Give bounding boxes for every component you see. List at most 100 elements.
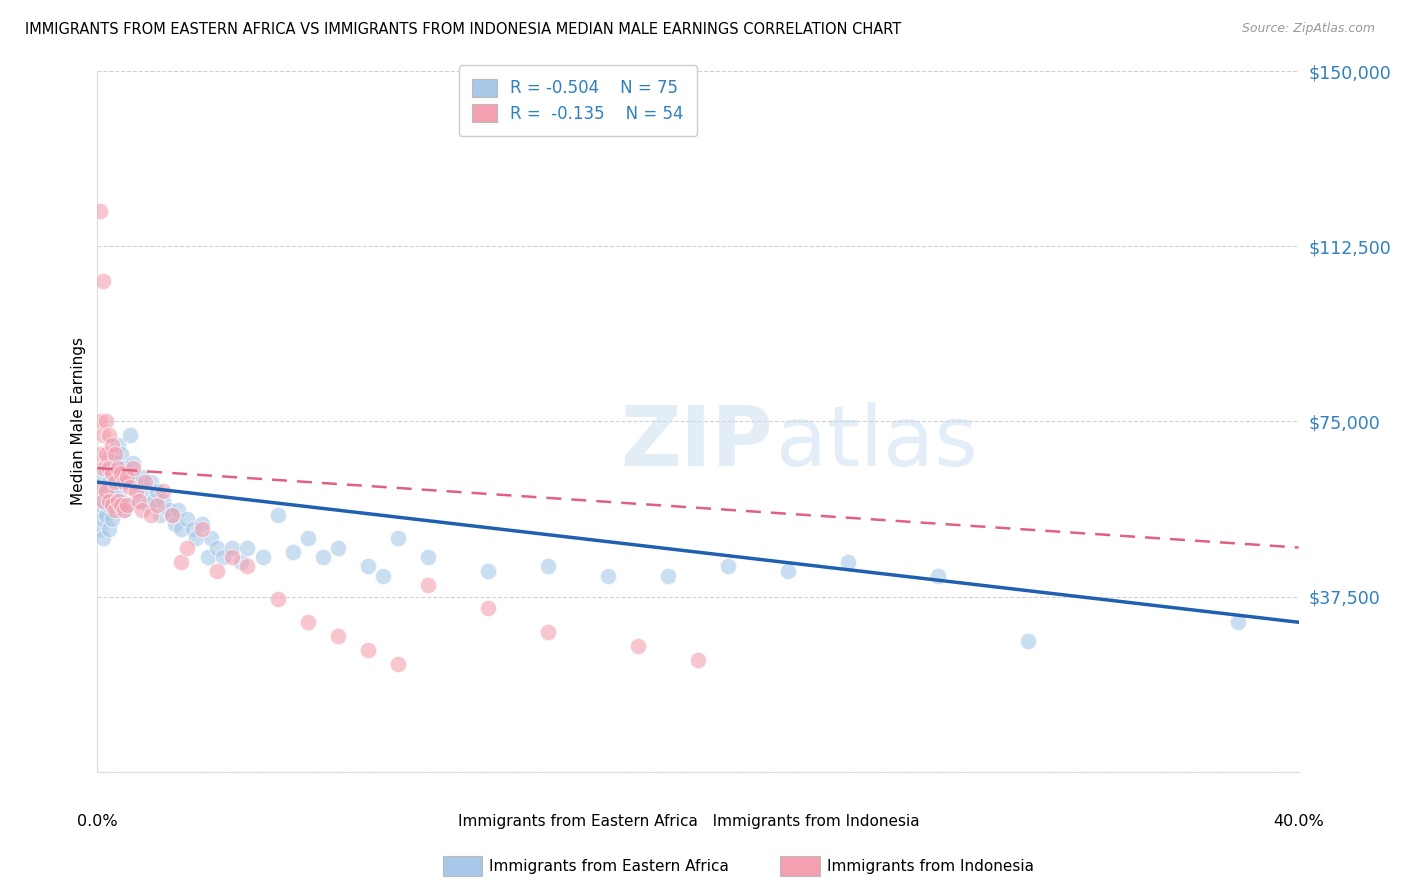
Point (297, 531, 319, 545)
Point (89, 522, 111, 536)
Point (176, 541, 198, 555)
Point (131, 470, 153, 484)
Point (221, 549, 243, 564)
Point (93, 531, 115, 545)
Point (98, 493, 121, 508)
Text: Immigrants from Indonesia: Immigrants from Indonesia (697, 814, 920, 829)
Point (1227, 615, 1250, 630)
Point (107, 438, 129, 452)
Point (387, 531, 409, 545)
Point (146, 484, 169, 499)
Point (93, 493, 115, 508)
Y-axis label: Median Male Earnings: Median Male Earnings (72, 337, 86, 506)
Point (297, 615, 319, 630)
Point (112, 503, 135, 517)
Point (326, 541, 349, 555)
Point (686, 652, 709, 666)
Point (1017, 634, 1039, 648)
Point (537, 559, 560, 574)
Point (657, 568, 679, 582)
Point (96, 508, 118, 522)
Point (122, 461, 145, 475)
Point (96, 414, 118, 428)
Point (89, 204, 111, 219)
Point (117, 499, 139, 513)
Point (89, 447, 111, 461)
Point (281, 545, 304, 559)
Point (141, 508, 163, 522)
Text: 0.0%: 0.0% (77, 814, 118, 829)
Point (107, 461, 129, 475)
Point (117, 470, 139, 484)
Point (717, 559, 740, 574)
Point (101, 438, 124, 452)
Point (191, 517, 214, 532)
Point (326, 629, 349, 643)
Text: Source: ZipAtlas.com: Source: ZipAtlas.com (1241, 22, 1375, 36)
Point (416, 578, 439, 592)
Point (112, 461, 135, 475)
Point (141, 475, 163, 489)
Point (266, 591, 288, 606)
Point (101, 499, 124, 513)
Point (93, 493, 115, 508)
Point (128, 493, 150, 508)
Point (170, 555, 193, 569)
Text: ZIP: ZIP (620, 402, 772, 483)
Point (112, 475, 135, 489)
Point (221, 541, 243, 555)
Point (107, 484, 129, 499)
Point (162, 508, 184, 522)
Point (96, 484, 118, 499)
Point (98, 461, 121, 475)
Point (120, 428, 142, 442)
Point (371, 568, 394, 582)
Point (149, 508, 172, 522)
Point (165, 517, 187, 532)
Point (117, 470, 139, 484)
Point (125, 475, 148, 489)
Point (110, 447, 132, 461)
Point (200, 531, 222, 545)
Point (627, 639, 650, 653)
Point (93, 274, 115, 288)
Point (231, 555, 253, 569)
Point (146, 499, 169, 513)
Point (131, 503, 153, 517)
Point (110, 499, 132, 513)
Legend: R = -0.504    N = 75, R =  -0.135    N = 54: R = -0.504 N = 75, R = -0.135 N = 54 (458, 65, 697, 136)
Point (212, 549, 235, 564)
Point (477, 601, 499, 615)
Text: Immigrants from Eastern Africa: Immigrants from Eastern Africa (489, 859, 730, 873)
Point (104, 503, 127, 517)
Point (98, 522, 121, 536)
Point (152, 484, 174, 499)
Point (138, 499, 160, 513)
Point (477, 564, 499, 578)
Point (207, 541, 229, 555)
Point (93, 428, 115, 442)
Point (89, 414, 111, 428)
Point (93, 470, 115, 484)
Point (112, 503, 135, 517)
Point (207, 564, 229, 578)
Point (104, 493, 127, 508)
Point (152, 493, 174, 508)
Point (157, 503, 180, 517)
Point (134, 484, 156, 499)
Text: atlas: atlas (776, 402, 977, 483)
Point (387, 657, 409, 672)
Point (183, 522, 205, 536)
Point (93, 512, 115, 526)
Point (89, 503, 111, 517)
Point (776, 564, 799, 578)
Point (101, 466, 124, 480)
Point (110, 466, 132, 480)
Point (197, 549, 219, 564)
Point (98, 475, 121, 489)
Point (107, 493, 129, 508)
Point (176, 512, 198, 526)
Point (837, 555, 859, 569)
Point (104, 457, 127, 471)
Point (122, 457, 145, 471)
